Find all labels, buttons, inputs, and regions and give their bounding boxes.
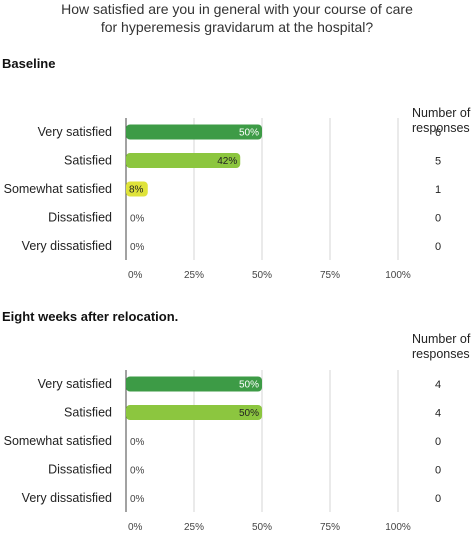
- x-tick-label: 50%: [252, 270, 272, 281]
- bar: [126, 181, 148, 197]
- responses-header-line-2: responses: [412, 347, 470, 361]
- x-tick-label: 25%: [184, 270, 204, 281]
- eight-weeks-responses-header: Number of responses: [412, 332, 470, 362]
- data-label: 0%: [130, 494, 145, 505]
- eight-weeks-bar-chart: 0% 25% 50% 75% 100% Very satisfied 50% 4 Satisfi…: [4, 370, 441, 533]
- category-label: Dissatisfied: [48, 211, 112, 225]
- x-tick-label: 100%: [385, 522, 411, 533]
- data-label: 8%: [129, 185, 144, 196]
- data-label: 42%: [217, 156, 237, 167]
- category-label: Very dissatisfied: [22, 239, 112, 253]
- data-label: 50%: [239, 380, 259, 391]
- category-label: Somewhat satisfied: [4, 434, 112, 448]
- category-label: Satisfied: [64, 154, 112, 168]
- bar: [126, 124, 262, 140]
- response-count: 0: [435, 436, 441, 448]
- category-label: Very dissatisfied: [22, 491, 112, 505]
- x-tick-label: 0%: [128, 522, 143, 533]
- responses-header-line-1: Number of: [412, 332, 471, 346]
- category-label: Satisfied: [64, 406, 112, 420]
- data-label: 50%: [239, 408, 259, 419]
- data-label: 50%: [239, 128, 259, 139]
- response-count: 0: [435, 465, 441, 477]
- data-label: 0%: [130, 466, 145, 477]
- x-tick-label: 0%: [128, 270, 143, 281]
- baseline-bar-chart: 0% 25% 50% 75% 100%Very satisfied 50% 6Satisfi…: [4, 118, 441, 281]
- response-count: 6: [435, 127, 441, 139]
- response-count: 0: [435, 493, 441, 505]
- bar: [126, 405, 262, 420]
- baseline-title: Baseline: [2, 56, 56, 71]
- x-tick-label: 100%: [385, 270, 411, 281]
- x-tick-label: 75%: [320, 270, 340, 281]
- category-label: Somewhat satisfied: [4, 182, 112, 196]
- responses-header-line-2: responses: [412, 121, 470, 135]
- response-count: 4: [435, 408, 441, 420]
- x-tick-label: 25%: [184, 522, 204, 533]
- responses-header-line-1: Number of: [412, 106, 471, 120]
- response-count: 1: [435, 184, 441, 196]
- response-count: 0: [435, 241, 441, 253]
- x-tick-label: 75%: [320, 522, 340, 533]
- category-label: Very satisfied: [38, 125, 112, 139]
- eight-weeks-title: Eight weeks after relocation.: [2, 309, 179, 324]
- data-label: 0%: [130, 214, 145, 225]
- category-label: Dissatisfied: [48, 463, 112, 477]
- response-count: 0: [435, 213, 441, 225]
- question-line-1: How satisfied are you in general with yo…: [61, 1, 413, 17]
- data-label: 0%: [130, 437, 145, 448]
- response-count: 5: [435, 156, 441, 168]
- question-line-2: for hyperemesis gravidarum at the hospit…: [100, 19, 374, 35]
- x-tick-label: 50%: [252, 522, 272, 533]
- bar: [126, 376, 262, 392]
- category-label: Very satisfied: [38, 377, 112, 391]
- data-label: 0%: [130, 242, 145, 253]
- response-count: 4: [435, 379, 441, 391]
- baseline-responses-header: Number of responses: [412, 106, 470, 136]
- bar: [126, 153, 241, 168]
